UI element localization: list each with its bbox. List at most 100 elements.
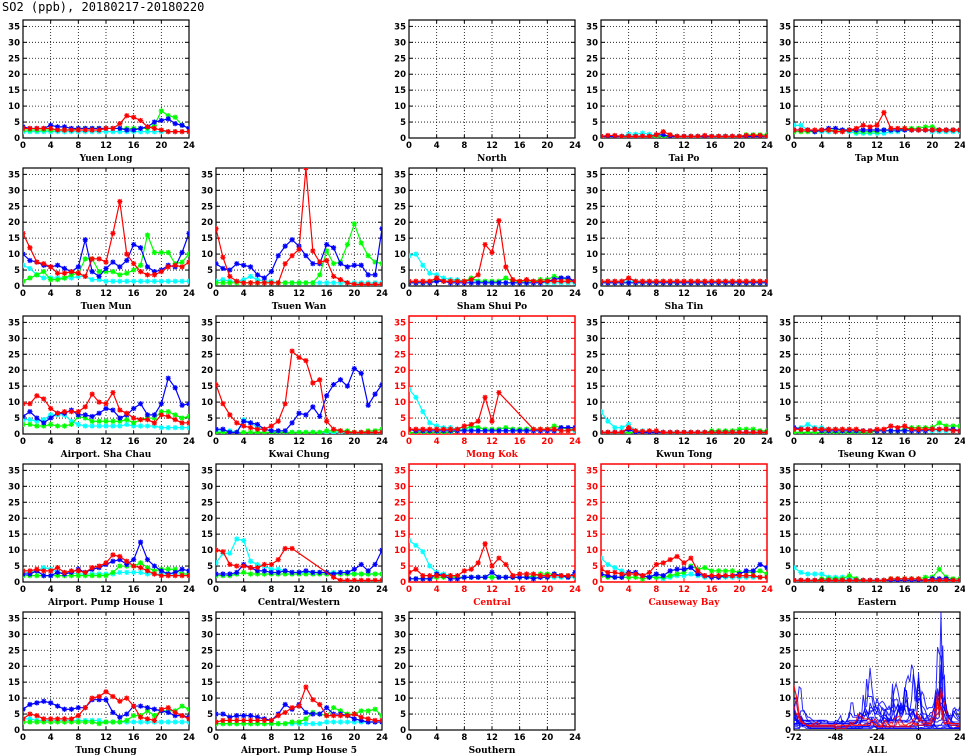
- data-point: [131, 569, 137, 576]
- data-point: [186, 278, 189, 284]
- panel-sham-shui-po: 0 4 8 12 16 20 24 0 5 10 15 20 25 30 35 Sham Shui Po: [394, 167, 581, 312]
- x-tick-label: 24: [954, 437, 965, 447]
- data-point: [709, 133, 715, 138]
- data-point: [660, 278, 666, 284]
- data-point: [798, 577, 804, 582]
- data-point: [117, 198, 123, 205]
- panel-title: Kwun Tong: [656, 450, 713, 460]
- data-point: [172, 719, 178, 725]
- data-point: [619, 133, 625, 138]
- data-point: [565, 275, 571, 281]
- y-tick-label: 20: [586, 70, 598, 80]
- x-tick-label: 0: [791, 437, 797, 447]
- data-point: [96, 277, 102, 283]
- data-point: [372, 259, 378, 265]
- x-tick-label: 0: [213, 437, 219, 447]
- data-point: [282, 545, 288, 552]
- y-tick-label: 25: [779, 498, 791, 508]
- data-point: [929, 124, 935, 130]
- data-point: [186, 230, 189, 236]
- x-tick-label: 12: [871, 141, 883, 151]
- y-tick-label: 5: [592, 414, 598, 424]
- x-tick-label: 4: [48, 585, 54, 595]
- data-point: [75, 270, 81, 276]
- y-tick-label: 35: [8, 170, 20, 180]
- data-point: [186, 716, 189, 722]
- data-point: [667, 278, 673, 284]
- all-series: [794, 612, 960, 730]
- data-point: [227, 571, 233, 577]
- y-tick-label: 15: [394, 234, 406, 244]
- data-point: [227, 273, 233, 280]
- x-tick-label: -24: [869, 733, 884, 743]
- data-point: [517, 574, 523, 580]
- data-point: [317, 413, 323, 420]
- data-point: [461, 568, 467, 574]
- y-tick-label: 35: [586, 466, 598, 476]
- panel-yuen-long: 0 4 8 12 16 20 24 0 5 10 15 20 25 30 35 Yuen Long: [8, 19, 195, 164]
- data-point: [117, 714, 123, 720]
- x-tick-label: 4: [434, 289, 440, 299]
- x-tick-label: 12: [486, 289, 498, 299]
- data-point: [41, 396, 47, 402]
- data-point: [220, 280, 226, 286]
- y-tick-label: 10: [394, 102, 406, 112]
- data-point: [468, 280, 474, 286]
- data-point: [626, 280, 632, 286]
- data-point: [317, 272, 323, 278]
- y-tick-label: 15: [779, 86, 791, 96]
- data-point: [915, 426, 922, 432]
- y-tick-label: 5: [207, 562, 213, 572]
- x-tick-label: 4: [241, 437, 247, 447]
- data-point: [131, 557, 137, 563]
- data-point: [530, 426, 537, 432]
- y-tick-label: 5: [207, 414, 213, 424]
- x-tick-label: 0: [20, 141, 26, 151]
- data-point: [34, 393, 40, 399]
- y-tick-label: 20: [779, 366, 791, 376]
- data-point: [117, 278, 123, 284]
- data-point: [351, 566, 357, 572]
- data-point: [420, 262, 426, 268]
- data-point: [839, 426, 846, 432]
- data-point: [41, 719, 47, 725]
- data-point: [674, 429, 680, 434]
- data-point: [310, 248, 316, 254]
- data-point: [41, 420, 47, 426]
- data-point: [23, 125, 26, 132]
- data-point: [172, 417, 178, 423]
- data-point: [282, 709, 288, 716]
- data-point: [447, 576, 454, 582]
- data-point: [729, 133, 736, 138]
- panel-title: Tung Chung: [75, 746, 137, 755]
- x-tick-label: 12: [871, 437, 883, 447]
- data-point: [743, 568, 749, 574]
- data-point: [117, 264, 123, 270]
- data-point: [179, 415, 185, 421]
- data-point: [950, 577, 956, 582]
- x-tick-label: 0: [406, 289, 412, 299]
- data-point: [75, 713, 81, 719]
- y-tick-label: 15: [8, 678, 20, 688]
- data-point: [943, 426, 949, 432]
- data-point: [289, 253, 295, 259]
- data-point: [41, 261, 47, 267]
- data-point: [103, 697, 109, 703]
- data-point: [344, 577, 351, 582]
- y-tick-label: 30: [779, 482, 791, 492]
- data-point: [275, 418, 281, 424]
- data-point: [41, 275, 47, 281]
- data-point: [324, 248, 330, 254]
- plot-frame: [408, 315, 576, 435]
- data-point: [27, 571, 33, 577]
- data-point: [420, 549, 426, 555]
- data-point: [227, 550, 233, 556]
- x-tick-label: 8: [653, 289, 659, 299]
- data-point: [110, 269, 116, 275]
- y-tick-label: 35: [8, 466, 20, 476]
- data-point: [409, 253, 412, 259]
- y-tick-label: 15: [201, 234, 213, 244]
- data-point: [530, 576, 537, 582]
- data-point: [601, 555, 604, 561]
- data-point: [131, 713, 137, 719]
